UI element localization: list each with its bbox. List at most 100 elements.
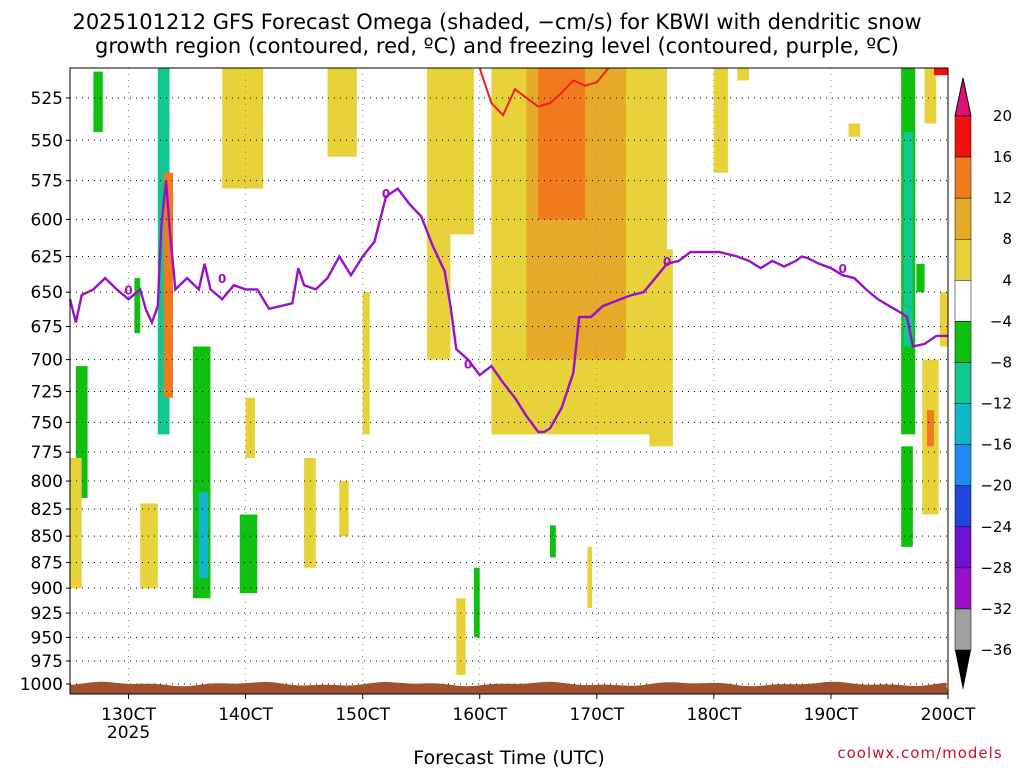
x-tick-label-1: 140CT: [218, 705, 273, 725]
x-tick-label-4: 170CT: [569, 705, 624, 725]
colorbar-swatch-4: [954, 280, 972, 322]
x-tick-label-6: 190CT: [804, 705, 859, 725]
freezing-level-label-5: 0: [838, 262, 846, 276]
colorbar-label-4: 4: [1002, 271, 1012, 289]
colorbar-swatch-9: [954, 485, 972, 528]
x-tick-label-3: 160CT: [452, 705, 507, 725]
colorbar-label-3: 8: [1002, 230, 1012, 248]
colorbar-swatch-8: [954, 444, 972, 486]
omega-region-24: [362, 292, 370, 435]
omega-region-26: [473, 567, 480, 638]
freezing-level-label-1: 0: [218, 272, 226, 286]
colorbar-label-1: 16: [993, 148, 1012, 166]
y-tick-label-575: 575: [31, 172, 63, 192]
omega-region-16: [75, 366, 88, 498]
omega-region-27: [549, 525, 556, 558]
chart-title-line-1: 2025101212 GFS Forecast Omega (shaded, −…: [72, 10, 921, 34]
omega-region-19: [70, 458, 82, 589]
omega-region-21: [304, 458, 316, 568]
y-tick-label-800: 800: [31, 472, 63, 492]
omega-region-18: [239, 514, 258, 594]
dendritic-growth-contour: [478, 67, 610, 117]
omega-region-35: [924, 68, 937, 124]
omega-region-2: [427, 68, 451, 360]
colorbar-swatch-10: [954, 526, 972, 569]
ground-surface: [70, 681, 948, 694]
omega-region-13: [93, 71, 103, 132]
omega-region-20: [140, 503, 158, 589]
colorbar: 20 16 12 8 4 −4 −8 −12 −16 −20 −24 −28 −32 −36: [954, 77, 1012, 690]
x-tick-sublabel-0: 2025: [107, 723, 150, 743]
omega-region-25: [456, 598, 466, 675]
colorbar-swatch-1: [954, 156, 972, 199]
y-tick-label-625: 625: [31, 248, 63, 268]
contours: 0 0 0 0 0 0: [68, 67, 948, 434]
omega-region-8: [713, 68, 728, 173]
x-tick-label-5: 180CT: [687, 705, 742, 725]
y-tick-label-750: 750: [31, 413, 63, 433]
colorbar-label-12: −32: [980, 600, 1012, 618]
y-tick-label-775: 775: [31, 443, 63, 463]
y-tick-label-875: 875: [31, 554, 63, 574]
omega-region-7: [649, 249, 673, 447]
x-tick-label-7: 200CT: [921, 705, 976, 725]
ground-surface-band: [70, 681, 948, 694]
y-tick-label-925: 925: [31, 604, 63, 624]
y-tick-label-825: 825: [31, 500, 63, 520]
colorbar-swatch-5: [954, 321, 972, 363]
colorbar-bottom-arrow: [955, 650, 971, 690]
y-tick-label-975: 975: [31, 652, 63, 672]
colorbar-label-0: 20: [993, 107, 1012, 125]
colorbar-swatch-11: [954, 567, 972, 610]
colorbar-label-5: −4: [990, 312, 1012, 330]
colorbar-label-13: −36: [980, 641, 1012, 659]
colorbar-swatch-0: [954, 115, 972, 158]
colorbar-swatch-3: [954, 238, 972, 281]
omega-region-31: [901, 446, 913, 547]
y-tick-label-550: 550: [31, 131, 63, 151]
freezing-level-contour: [68, 180, 948, 434]
omega-region-30: [903, 131, 913, 347]
y-tick-label-700: 700: [31, 351, 63, 371]
x-tick-label-0: 130CT: [101, 705, 156, 725]
omega-region-17: [134, 278, 141, 334]
y-tick-label-600: 600: [31, 210, 63, 230]
omega-shading: [70, 68, 948, 675]
colorbar-swatch-7: [954, 403, 972, 445]
freezing-level-label-3: 0: [464, 357, 472, 371]
y-tick-label-850: 850: [31, 527, 63, 547]
x-axis-label: Forecast Time (UTC): [413, 747, 604, 768]
freezing-level-label-4: 0: [663, 255, 671, 269]
omega-region-3: [450, 68, 474, 235]
freezing-level-label-2: 0: [382, 187, 390, 201]
omega-region-22: [339, 481, 349, 537]
omega-region-23: [245, 397, 255, 459]
omega-region-0: [222, 68, 264, 189]
freezing-level-label-0: 0: [124, 283, 132, 297]
colorbar-label-10: −24: [980, 518, 1012, 536]
y-tick-label-950: 950: [31, 628, 63, 648]
omega-region-6: [538, 68, 586, 220]
y-tick-label-900: 900: [31, 579, 63, 599]
colorbar-swatch-2: [954, 197, 972, 240]
colorbar-swatch-6: [954, 362, 972, 404]
colorbar-swatch-12: [954, 608, 972, 651]
y-tick-label-725: 725: [31, 383, 63, 403]
colorbar-label-2: 12: [993, 189, 1012, 207]
plot-frame: [69, 67, 949, 695]
omega-region-9: [737, 68, 749, 81]
omega-region-12: [163, 172, 174, 398]
omega-region-28: [587, 546, 593, 609]
plot-area: 0 0 0 0 0 0: [68, 67, 949, 695]
omega-region-34: [926, 410, 934, 447]
omega-region-32: [916, 263, 925, 293]
omega-region-15: [198, 492, 209, 579]
colorbar-label-9: −20: [980, 477, 1012, 495]
y-tick-label-675: 675: [31, 318, 63, 338]
credit-text: coolwx.com/models: [837, 744, 1002, 762]
chart-title-line-2: growth region (contoured, red, ºC) and f…: [95, 34, 899, 58]
colorbar-label-7: −12: [980, 395, 1012, 413]
y-tick-label-525: 525: [31, 89, 63, 109]
colorbar-label-6: −8: [990, 353, 1012, 371]
